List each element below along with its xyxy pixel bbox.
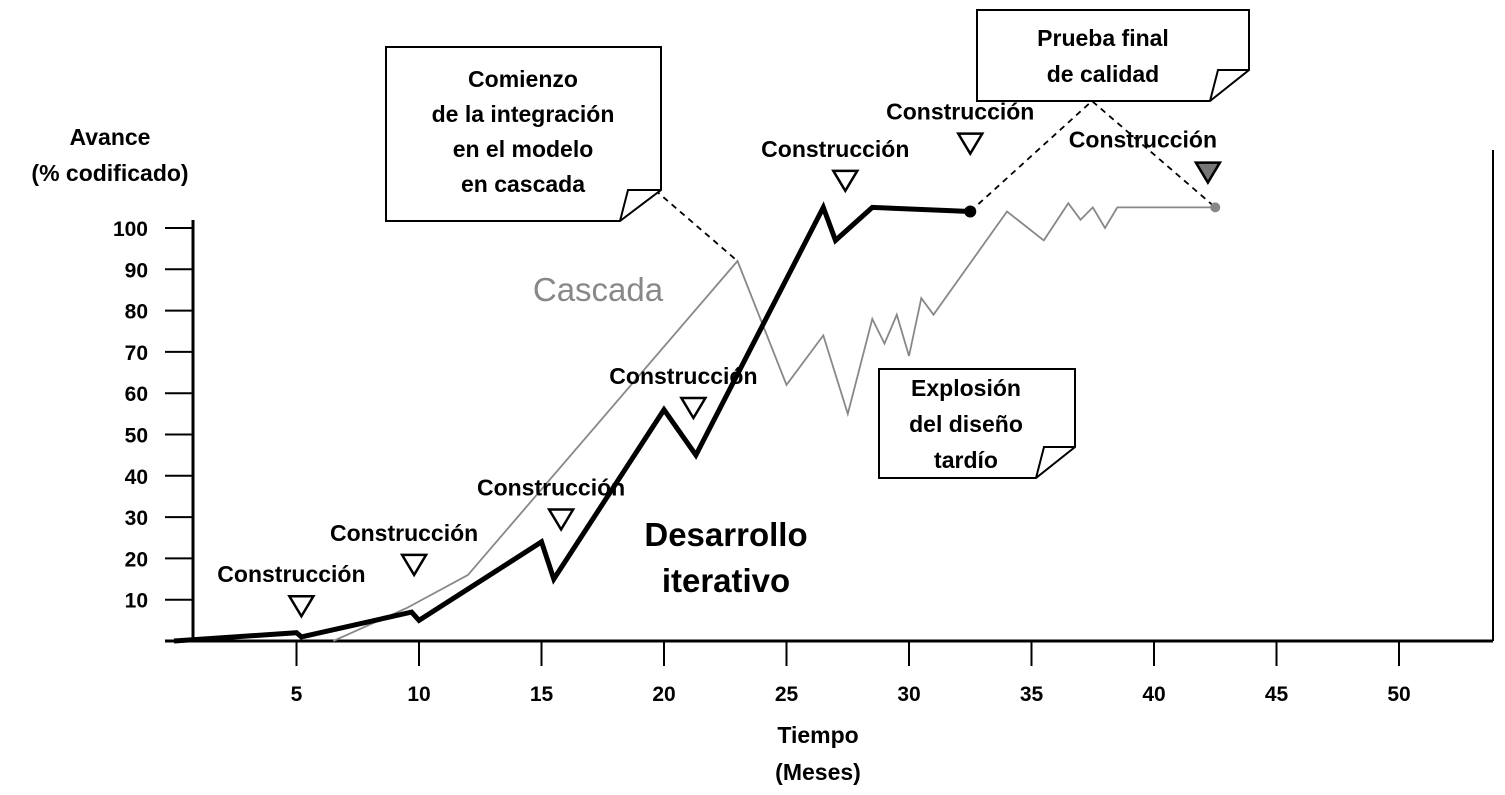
build-marker-iterativo	[831, 169, 860, 194]
x-tick-label: 50	[1387, 683, 1410, 706]
iterativo-label-line1: Desarrollo	[644, 516, 807, 553]
callout-late-design: Explosión del diseño tardío	[878, 368, 1076, 479]
series-line-iterativo	[173, 201, 971, 644]
callout-late-design-line1: Explosión	[911, 375, 1021, 401]
build-label-iterativo: Construcción	[609, 363, 757, 389]
callout-late-design-box	[878, 368, 1076, 479]
y-axis-title-line2: (% codificado)	[31, 160, 188, 186]
series-group	[173, 201, 1221, 644]
axes: 10 20 30 40 50 60 70 80 90 100 5 10 15 20 25 30 35 40 45 50	[113, 150, 1494, 706]
build-label-iterativo: Construcción	[477, 474, 625, 500]
callout-late-design-line3: tardío	[934, 447, 998, 473]
callout-integration-box	[385, 46, 662, 222]
y-tick-label: 100	[113, 218, 148, 241]
build-marker-iterativo	[287, 594, 316, 619]
x-tick-label: 35	[1020, 683, 1044, 706]
iterativo-label-line2: iterativo	[662, 562, 790, 599]
callout-integration-line3: en el modelo	[453, 136, 594, 162]
build-marker-iterativo	[546, 508, 576, 532]
callout-late-design-fold	[1035, 446, 1075, 479]
y-tick-label: 60	[125, 383, 148, 406]
callout-final-test: Prueba final de calidad	[976, 9, 1250, 102]
callout-integration: Comienzo de la integración en el modelo …	[385, 46, 662, 222]
cascada-label: Cascada	[533, 271, 664, 308]
y-tick-label: 30	[125, 507, 148, 530]
build-marker-iterativo	[956, 132, 985, 157]
y-axis-title-line1: Avance	[70, 124, 151, 150]
x-axis-title-line1: Tiempo	[777, 722, 858, 748]
build-label-cascada: Construcción	[1069, 127, 1217, 153]
x-tick-label: 40	[1142, 683, 1165, 706]
build-markers: Construcción Construcción Construcción Cons…	[217, 99, 1223, 619]
callout-leaders	[654, 99, 1216, 262]
build-marker-iterativo	[679, 396, 708, 421]
callout-final-test-fold	[1209, 69, 1249, 102]
callout-integration-fold	[619, 189, 661, 222]
build-marker-cascada	[1193, 161, 1223, 185]
leader-integration	[654, 189, 739, 262]
build-label-iterativo: Construcción	[217, 561, 365, 587]
y-tick-label: 80	[125, 301, 148, 324]
callout-integration-line4: en cascada	[461, 171, 585, 197]
x-axis-title-line2: (Meses)	[775, 759, 861, 785]
y-tick-label: 20	[125, 548, 148, 571]
y-tick-label: 40	[125, 466, 148, 489]
x-tick-label: 25	[775, 683, 799, 706]
y-tick-label: 90	[125, 259, 148, 282]
build-label-iterativo: Construcción	[886, 99, 1034, 125]
x-tick-label: 20	[652, 683, 675, 706]
callout-final-test-line1: Prueba final	[1037, 25, 1169, 51]
x-tick-label: 10	[407, 683, 430, 706]
callout-integration-line2: de la integración	[432, 101, 615, 127]
build-label-iterativo: Construcción	[330, 520, 478, 546]
y-tick-label: 50	[125, 425, 148, 448]
callout-integration-line1: Comienzo	[468, 66, 578, 92]
callout-final-test-line2: de calidad	[1047, 61, 1159, 87]
y-tick-label: 10	[125, 590, 148, 613]
x-tick-label: 15	[530, 683, 554, 706]
callout-late-design-line2: del diseño	[909, 411, 1023, 437]
build-label-iterativo: Construcción	[761, 136, 909, 162]
callout-final-test-box	[976, 9, 1250, 102]
cascada-end-dot	[1210, 202, 1221, 213]
iterativo-end-dot	[964, 205, 977, 218]
build-marker-iterativo	[399, 553, 429, 578]
x-tick-label: 30	[897, 683, 920, 706]
x-tick-label: 5	[291, 683, 303, 706]
y-tick-label: 70	[125, 342, 148, 365]
x-tick-label: 45	[1265, 683, 1289, 706]
